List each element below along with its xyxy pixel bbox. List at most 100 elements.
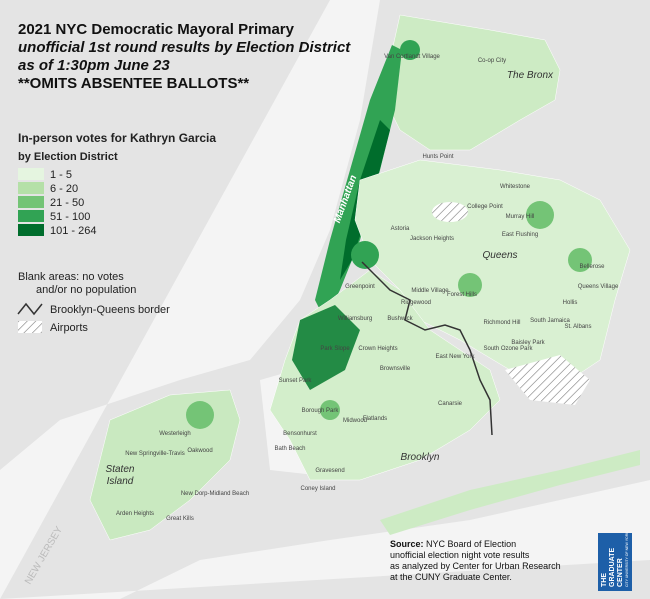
queens: [354, 159, 631, 381]
neighborhood-label: Canarsie: [438, 401, 463, 407]
neighborhood-label: Hunts Point: [422, 154, 453, 160]
neighborhood-label: Murray Hill: [506, 214, 535, 220]
neighborhood-label: Baisley Park: [511, 340, 545, 346]
borough-label: Brooklyn: [401, 452, 440, 463]
source: at the CUNY Graduate Center.: [390, 572, 512, 582]
brooklyn-queens-border: [361, 261, 493, 436]
neighborhood-label: Arden Heights: [116, 511, 154, 517]
neighborhood-label: Greenpoint: [345, 284, 375, 290]
neighborhood-label: East New York: [435, 354, 475, 360]
neighborhood-label: South Jamaica: [530, 318, 570, 324]
note: and/or no population: [36, 284, 136, 296]
legend-label: 51 - 100: [50, 211, 90, 223]
title: unofficial 1st round results by Election…: [18, 39, 351, 56]
source-label: Source:: [390, 539, 424, 549]
patch: [568, 248, 592, 272]
rockaway: [380, 450, 640, 535]
neighborhood-label: South Ozone Park: [483, 346, 533, 352]
neighborhood-label: Gravesend: [315, 468, 344, 474]
source: unofficial election night vote results: [390, 550, 530, 560]
title: **OMITS ABSENTEE BALLOTS**: [18, 75, 249, 92]
legend-title: In-person votes for Kathryn Garcia: [18, 131, 216, 145]
neighborhood-label: New Springville-Travis: [125, 451, 184, 457]
neighborhood-label: Ridgewood: [401, 300, 431, 306]
brooklyn-dark: [292, 305, 360, 390]
legend-label: 21 - 50: [50, 197, 84, 209]
neighborhood-label: Van Cortlandt Village: [384, 54, 440, 60]
neighborhood-label: Bellerose: [579, 264, 605, 270]
title: as of 1:30pm June 23: [18, 57, 170, 74]
neighborhood-label: Richmond Hill: [483, 320, 520, 326]
borough-label: Staten: [106, 464, 135, 475]
airport-swatch: [18, 321, 42, 333]
legend-label: 1 - 5: [50, 169, 72, 181]
note: Airports: [50, 322, 88, 334]
neighborhood-label: Great Kills: [166, 516, 194, 522]
neighborhood-label: Jackson Heights: [410, 236, 454, 242]
neighborhood-label: Bath Beach: [274, 446, 305, 452]
neighborhood-label: Oakwood: [187, 448, 212, 454]
title: 2021 NYC Democratic Mayoral Primary: [18, 21, 295, 38]
neighborhood-label: Williamsburg: [338, 316, 372, 322]
legend-label: 101 - 264: [50, 225, 96, 237]
airport: [432, 202, 468, 222]
districts: [89, 14, 640, 541]
legend-subtitle: by Election District: [18, 151, 118, 163]
neighborhood-label: St. Albans: [564, 324, 591, 330]
patch: [400, 40, 420, 60]
neighborhood-label: Bensonhurst: [283, 431, 317, 437]
manhattan: [315, 45, 402, 320]
legend-swatch: [18, 182, 44, 194]
note: Blank areas: no votes: [18, 271, 124, 283]
legend: 1 - 5 6 - 20 21 - 50 51 - 100 101 - 264: [18, 168, 96, 237]
borough-label: Queens: [482, 250, 517, 261]
neighborhood-label: New Dorp-Midland Beach: [181, 491, 249, 497]
neighborhood-label: Middle Village: [411, 288, 449, 294]
legend-swatch: [18, 196, 44, 208]
neighborhood-label: Crown Heights: [358, 346, 397, 352]
bronx: [384, 14, 561, 151]
borough-label: Island: [107, 476, 134, 487]
logo-line: GRADUATE: [609, 548, 616, 587]
borough-label: The Bronx: [507, 70, 554, 81]
patch: [458, 273, 482, 297]
legend-swatch: [18, 210, 44, 222]
neighborhood-label: Westerleigh: [159, 431, 191, 437]
logo-text: THE GRADUATE CENTER CITY UNIVERSITY OF N…: [601, 531, 629, 587]
logo: [598, 533, 632, 591]
legend-label: 6 - 20: [50, 183, 78, 195]
logo-line: CENTER: [617, 558, 624, 587]
neighborhood-label: Forest Hills: [447, 292, 477, 298]
neighborhood-label: Bushwick: [387, 316, 413, 322]
legend-swatch: [18, 168, 44, 180]
neighborhood-label: Hollis: [563, 300, 578, 306]
neighborhood-label: Sunset Park: [279, 378, 313, 384]
neighborhood-label: Astoria: [391, 226, 410, 232]
neighborhood-label: Park Slope: [320, 346, 350, 352]
neighborhood-label: Brownsville: [380, 366, 411, 372]
patch: [351, 241, 379, 269]
neighborhood-label: Midwood: [343, 418, 367, 424]
neighborhood-label: Flatlands: [363, 416, 387, 422]
neighborhood-label: East Flushing: [502, 232, 538, 238]
airport: [505, 355, 590, 405]
neighborhood-label: College Point: [467, 204, 503, 210]
source: as analyzed by Center for Urban Research: [390, 561, 561, 571]
note: Brooklyn-Queens border: [50, 304, 170, 316]
source-text: NYC Board of Election: [426, 539, 516, 549]
legend-swatch: [18, 224, 44, 236]
patch: [526, 201, 554, 229]
neighborhood-label: Co-op City: [478, 58, 506, 64]
neighborhood-labels: Van Cortlandt Village Co-op City Hunts Poi…: [116, 54, 619, 522]
border-swatch: [17, 302, 43, 316]
logo-sub: CITY UNIVERSITY OF NEW YORK: [625, 531, 629, 587]
neighborhood-label: Queens Village: [578, 284, 619, 290]
neighborhood-label: Coney Island: [300, 486, 335, 492]
neighborhood-label: Whitestone: [500, 184, 531, 190]
source: Source: NYC Board of Election: [390, 539, 516, 549]
patch: [320, 400, 340, 420]
neighborhood-label: Borough Park: [302, 408, 340, 414]
